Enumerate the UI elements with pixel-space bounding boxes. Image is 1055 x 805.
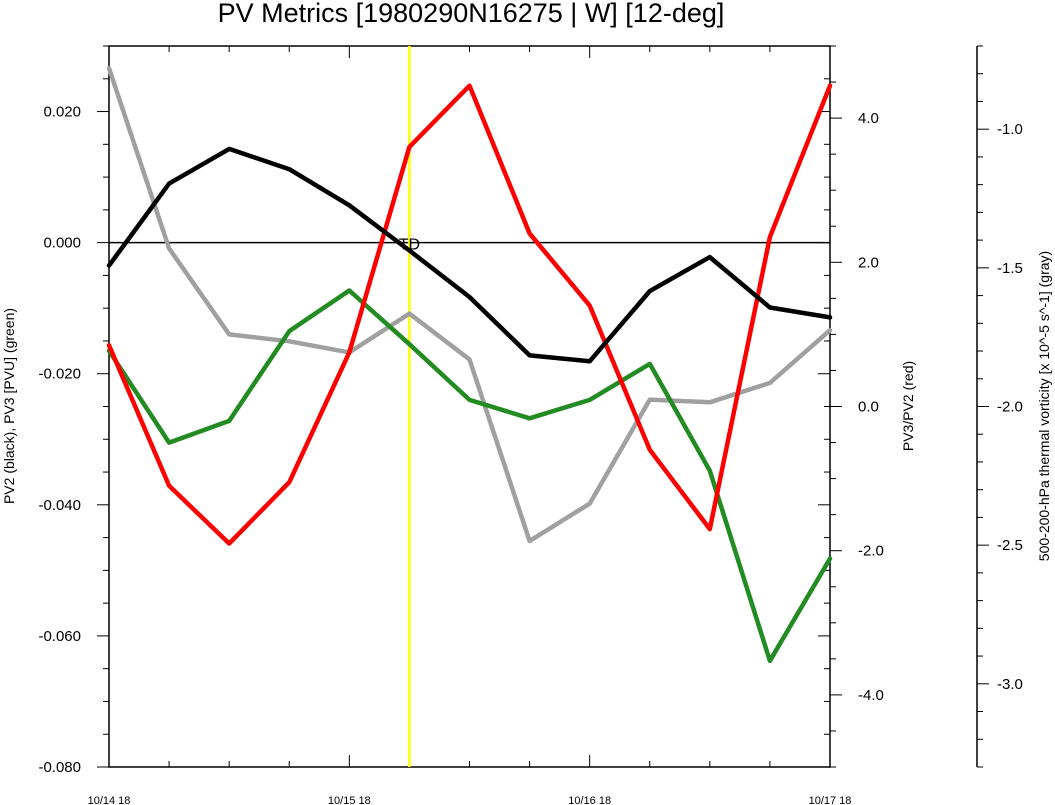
far-right-y-axis: -1.0 -1.5 -2.0 -2.5 -3.0 (976, 45, 1023, 768)
left-tick-label: -0.060 (38, 628, 81, 645)
left-tick-label: 0.020 (43, 104, 81, 121)
left-tick-label: -0.020 (38, 366, 81, 383)
right-tick-label: 0.0 (858, 399, 879, 416)
x-tick-label: 10/15 18 (328, 795, 371, 805)
far-right-tick-label: -1.5 (997, 260, 1023, 277)
far-right-tick-label: -2.0 (997, 399, 1023, 416)
x-tick-label: 10/14 18 (88, 795, 131, 805)
annotation-layer: TD (399, 237, 420, 254)
chart-title: PV Metrics [1980290N16275 | W] [12-deg] (218, 0, 725, 28)
series-line-pv3 (106, 288, 833, 664)
right-y-axis: 4.0 2.0 0.0 -2.0 -4.0 (830, 45, 884, 768)
far-right-y-axis-label: 500-200-hPa thermal vorticity [x 10^-5 s… (1036, 251, 1052, 561)
right-tick-label: 2.0 (858, 254, 879, 271)
left-tick-label: -0.080 (38, 759, 81, 776)
series-line-pv3-pv2 (106, 83, 833, 546)
right-y-axis-label: PV3/PV2 (red) (900, 361, 916, 451)
series-layer (106, 46, 833, 767)
right-tick-label: -4.0 (858, 687, 884, 704)
series-line-pv2 (106, 146, 833, 364)
right-tick-label: -2.0 (858, 543, 884, 560)
left-tick-label: 0.000 (43, 235, 81, 252)
x-axis: 10/14 18 10/15 18 10/16 18 10/17 18 (88, 46, 852, 805)
x-tick-label: 10/16 18 (568, 795, 611, 805)
far-right-tick-label: -1.0 (997, 121, 1023, 138)
far-right-tick-label: -2.5 (997, 537, 1023, 554)
left-tick-label: -0.040 (38, 497, 81, 514)
right-tick-label: 4.0 (858, 110, 879, 127)
left-y-axis: 0.020 0.000 -0.020 -0.040 -0.060 -0.080 (38, 45, 830, 776)
series-line-thermal-vorticity (106, 65, 833, 544)
x-tick-label: 10/17 18 (809, 795, 852, 805)
far-right-tick-label: -3.0 (997, 676, 1023, 693)
td-marker-label: TD (399, 237, 420, 254)
left-y-axis-label: PV2 (black), PV3 [PVU] (green) (1, 308, 17, 504)
